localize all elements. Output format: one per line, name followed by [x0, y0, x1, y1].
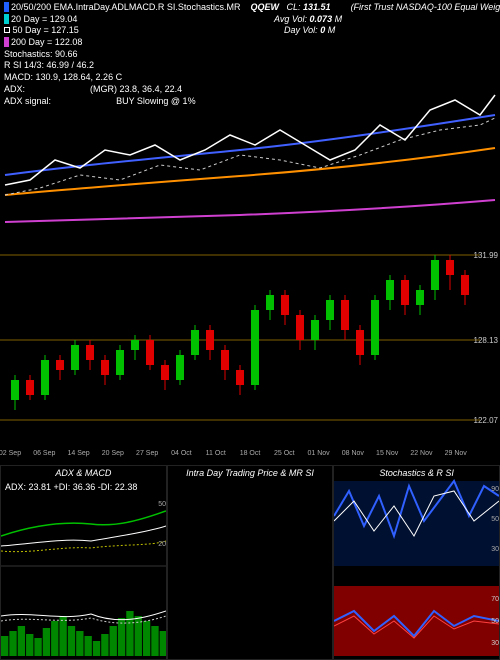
day-vol-unit: M [328, 25, 336, 35]
svg-text:29 Nov: 29 Nov [445, 450, 468, 457]
svg-text:131.99: 131.99 [474, 251, 499, 260]
svg-text:14 Sep: 14 Sep [67, 450, 89, 457]
close-value: 131.51 [303, 2, 331, 12]
adx-signal-label: ADX signal: [4, 96, 51, 106]
svg-text:02 Sep: 02 Sep [0, 450, 21, 457]
ticker-symbol: QQEW [250, 2, 279, 12]
indicator-list: 20/50/200 EMA.IntraDay.ADLMACD.R SI.Stoc… [11, 2, 240, 12]
stochastics-title: Stochastics & R SI [334, 468, 499, 478]
ma50-color-box [4, 27, 10, 33]
ma20-label: 20 Day = 129.04 [11, 14, 77, 24]
intraday-panel[interactable]: Intra Day Trading Price & MR SI [167, 465, 334, 660]
rsi-label: R SI 14/3: 46.99 / 46.2 [4, 60, 496, 72]
svg-text:122.07: 122.07 [474, 416, 499, 425]
svg-text:50: 50 [492, 516, 500, 523]
adx-macd-title: ADX & MACD [1, 468, 166, 478]
adx-values-label: ADX: 23.81 +DI: 36.36 -DI: 22.38 [5, 482, 137, 492]
adx-macd-panel[interactable]: ADX & MACD ADX: 23.81 +DI: 36.36 -DI: 22… [0, 465, 167, 660]
adx-label: ADX: [4, 84, 25, 94]
svg-text:70: 70 [492, 596, 500, 603]
svg-text:128.13: 128.13 [474, 336, 499, 345]
close-label: CL: [286, 2, 300, 12]
svg-text:27 Sep: 27 Sep [136, 450, 158, 457]
svg-text:22 Nov: 22 Nov [410, 450, 433, 457]
ma50-label: 50 Day = 127.15 [13, 25, 79, 35]
avg-vol-unit: M [335, 14, 343, 24]
svg-text:01 Nov: 01 Nov [307, 450, 330, 457]
macd-label: MACD: 130.9, 128.64, 2.26 C [4, 72, 496, 84]
svg-text:15 Nov: 15 Nov [376, 450, 399, 457]
svg-text:90: 90 [492, 486, 500, 493]
svg-text:50: 50 [158, 501, 166, 508]
ema-indicator-box [4, 2, 9, 12]
svg-text:11 Oct: 11 Oct [206, 450, 226, 457]
chart-header: 20/50/200 EMA.IntraDay.ADLMACD.R SI.Stoc… [4, 2, 496, 107]
svg-text:20 Sep: 20 Sep [102, 450, 124, 457]
ma200-label: 200 Day = 122.08 [11, 37, 82, 47]
svg-text:30: 30 [492, 640, 500, 647]
indicator-sub-row: ADX & MACD ADX: 23.81 +DI: 36.36 -DI: 22… [0, 465, 500, 660]
adx-value: (MGR) 23.8, 36.4, 22.4 [90, 84, 182, 94]
svg-text:50: 50 [492, 618, 500, 625]
stochastics-panel[interactable]: Stochastics & R SI 90 50 30 70 50 30 [333, 465, 500, 660]
day-vol-label: Day Vol: [284, 25, 318, 35]
svg-text:06 Sep: 06 Sep [33, 450, 55, 457]
day-vol-value: 0 [320, 25, 325, 35]
svg-text:20: 20 [158, 541, 166, 548]
svg-text:08 Nov: 08 Nov [342, 450, 365, 457]
ma20-color-box [4, 14, 9, 24]
fund-name: (First Trust NASDAQ-100 Equal Weighted I… [351, 2, 500, 12]
adx-signal-value: BUY Slowing @ 1% [116, 96, 196, 106]
avg-vol-value: 0.073 [310, 14, 333, 24]
svg-text:25 Oct: 25 Oct [274, 450, 295, 457]
avg-vol-label: Avg Vol: [274, 14, 307, 24]
intraday-title: Intra Day Trading Price & MR SI [168, 468, 333, 478]
svg-text:18 Oct: 18 Oct [240, 450, 261, 457]
ma200-color-box [4, 37, 9, 47]
svg-text:30: 30 [492, 546, 500, 553]
stochastics-label: Stochastics: 90.66 [4, 49, 496, 61]
svg-text:04 Oct: 04 Oct [171, 450, 192, 457]
